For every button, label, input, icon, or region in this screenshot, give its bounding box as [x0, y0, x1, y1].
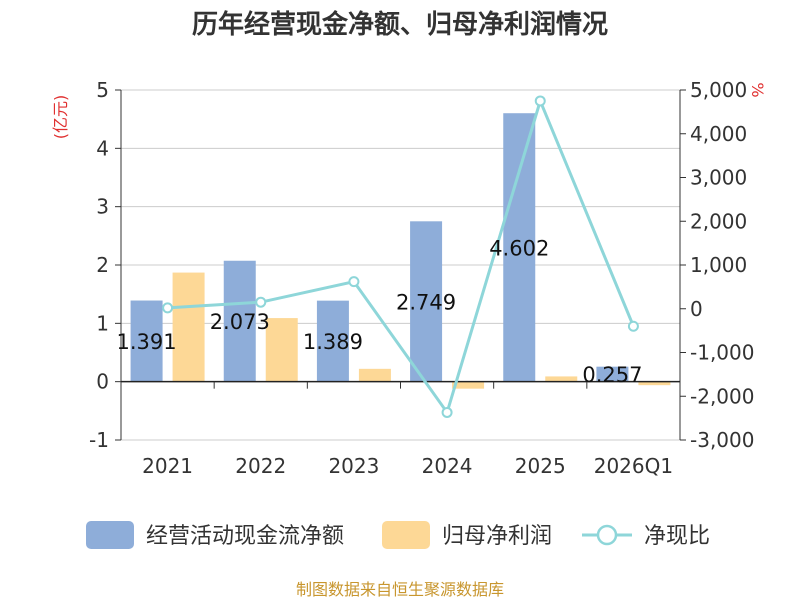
left-axis-tick-label: 0 [96, 370, 109, 394]
ratio-point [162, 302, 174, 314]
x-axis-tick-label: 2024 [422, 454, 473, 478]
net-profit-bar [358, 368, 391, 382]
net-profit-bar [545, 376, 578, 382]
legend-swatch-cashflow [86, 521, 134, 549]
cashflow-bar [410, 221, 443, 382]
left-axis-tick-label: 3 [96, 195, 109, 219]
net-profit-bar [265, 318, 298, 382]
axes [115, 89, 686, 441]
left-axis-tick-label: 4 [96, 136, 109, 160]
chart-title: 历年经营现金净额、归母净利润情况 [192, 9, 608, 40]
data-labels: 1.391 2.073 1.389 2.749 4.602 0.257 [117, 236, 643, 387]
right-axis-tick-label: -1,000 [690, 341, 754, 365]
right-axis-tick-label: 0 [690, 297, 703, 321]
left-axis-tick-label: 2 [96, 253, 109, 277]
ratio-point [627, 320, 639, 332]
left-axis-tick-label: -1 [89, 428, 109, 452]
right-axis-tick-label: 3,000 [690, 166, 747, 190]
right-axis-tick-label: -3,000 [690, 428, 754, 452]
cashflow-data-label: 2.749 [396, 290, 456, 314]
right-axis-tick-label: 2,000 [690, 209, 747, 233]
legend-swatch-net-profit [382, 521, 430, 549]
source-note: 制图数据来自恒生聚源数据库 [296, 580, 504, 599]
right-axis-unit: % [748, 82, 767, 97]
ratio-point [255, 296, 267, 308]
cashflow-data-label: 0.257 [582, 363, 642, 387]
cashflow-bar [503, 113, 536, 382]
cashflow-data-label: 2.073 [210, 310, 270, 334]
x-axis-tick-label: 2021 [142, 454, 193, 478]
right-axis-tick-label: 1,000 [690, 253, 747, 277]
net-profit-bar [172, 272, 205, 382]
legend-swatch-ratio-point [596, 524, 618, 546]
legend-label-net-profit: 归母净利润 [442, 524, 552, 549]
net-profit-bar [638, 381, 671, 386]
cashflow-bar [130, 300, 163, 382]
legend-label-cashflow: 经营活动现金流净额 [146, 524, 344, 549]
right-axis-tick-label: -2,000 [690, 384, 754, 408]
left-axis-tick-label: 5 [96, 78, 109, 102]
left-axis-unit: (亿元) [51, 95, 70, 140]
net-profit-bar [452, 381, 485, 389]
ratio-line [167, 96, 635, 416]
cashflow-data-label: 1.389 [303, 330, 363, 354]
cashflow-bar [223, 260, 256, 382]
right-axis-tick-label: 4,000 [690, 122, 747, 146]
x-axis-tick-label: 2023 [328, 454, 379, 478]
cashflow-data-label: 1.391 [117, 330, 177, 354]
ratio-line-series [162, 95, 639, 418]
ratio-point [348, 276, 360, 288]
left-axis-tick-label: 1 [96, 311, 109, 335]
cashflow-data-label: 4.602 [489, 236, 549, 260]
x-axis-tick-label: 2026Q1 [594, 454, 673, 478]
legend: 经营活动现金流净额 归母净利润 净现比 [86, 521, 710, 549]
x-axis-tick-label: 2025 [515, 454, 566, 478]
tick-labels: 5 4 3 2 1 0 -1 5,000 4,000 3,000 2,000 1,000 0 -1,000… [89, 78, 754, 478]
cashflow-bar [316, 300, 349, 382]
right-axis-tick-label: 5,000 [690, 78, 747, 102]
bar-series [130, 113, 671, 389]
ratio-point [441, 406, 453, 418]
x-axis-tick-label: 2022 [235, 454, 286, 478]
ratio-point [534, 95, 546, 107]
legend-label-ratio: 净现比 [644, 524, 710, 549]
cashflow-bar [596, 366, 629, 382]
